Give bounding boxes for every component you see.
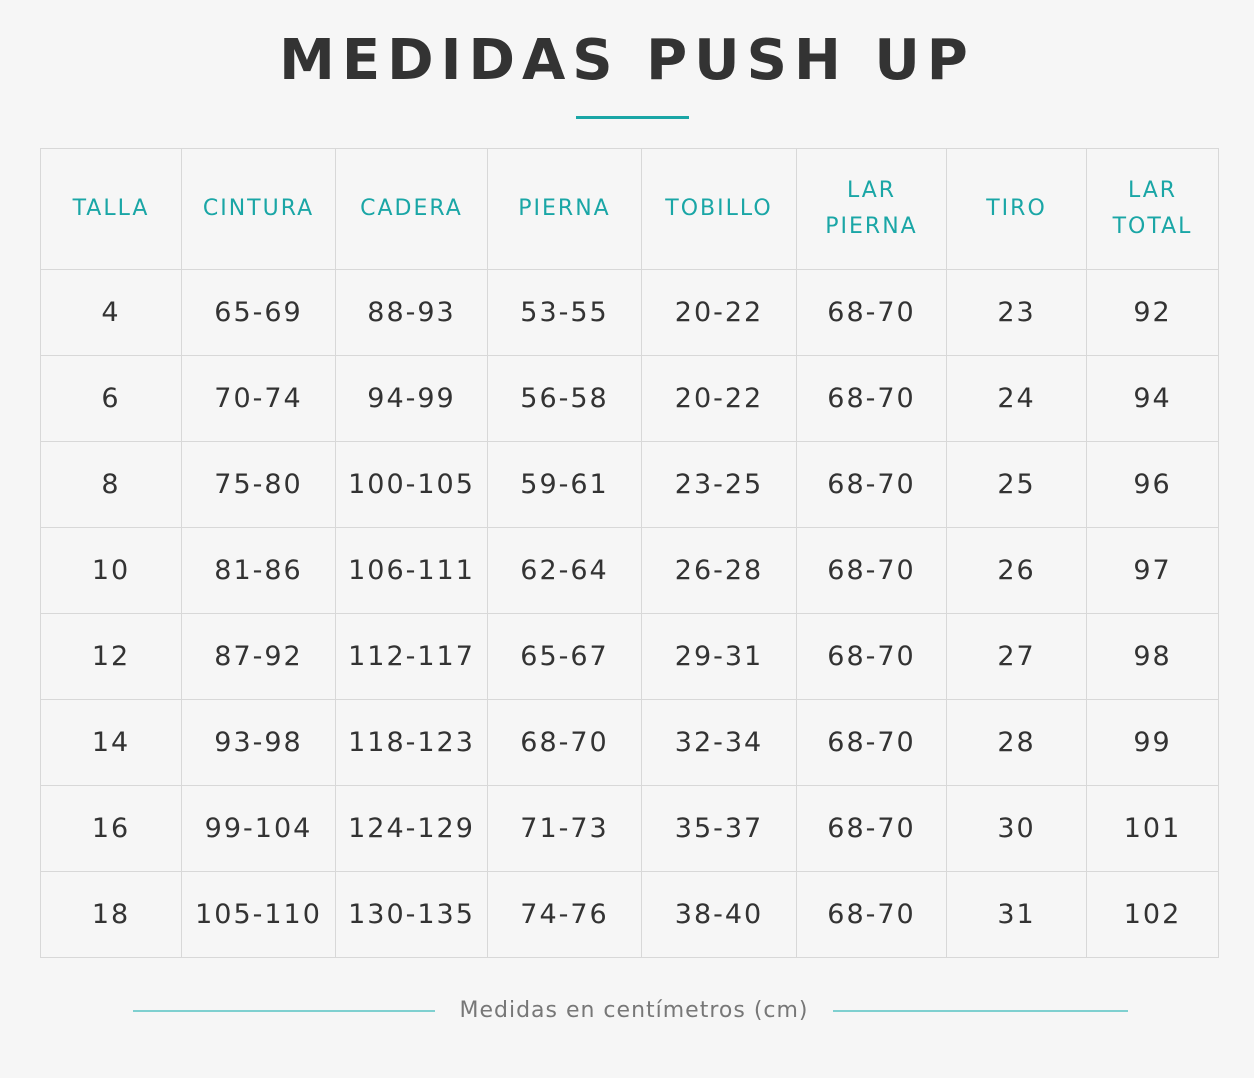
column-header: LAR PIERNA xyxy=(796,148,947,270)
table-cell: 68-70 xyxy=(796,441,947,528)
table-cell: 26 xyxy=(946,527,1087,614)
table-cell: 68-70 xyxy=(796,699,947,786)
table-cell: 99 xyxy=(1086,699,1219,786)
column-header: PIERNA xyxy=(487,148,642,270)
column-header-label: TOBILLO xyxy=(665,196,773,221)
table-cell: 12 xyxy=(40,613,182,700)
table-row: 14 93-98 118-123 68-70 32-34 68-70 28 99 xyxy=(40,699,1219,786)
table-cell: 112-117 xyxy=(335,613,488,700)
table-cell: 68-70 xyxy=(796,355,947,442)
table-cell: 92 xyxy=(1086,269,1219,356)
table-cell: 8 xyxy=(40,441,182,528)
table-cell: 68-70 xyxy=(796,527,947,614)
column-header-label: CINTURA xyxy=(202,196,315,221)
column-header-label: TIRO xyxy=(986,196,1047,221)
table-cell: 18 xyxy=(40,871,182,958)
table-cell: 81-86 xyxy=(181,527,336,614)
table-row: 8 75-80 100-105 59-61 23-25 68-70 25 96 xyxy=(40,441,1219,528)
table-cell: 20-22 xyxy=(641,269,797,356)
units-note: Medidas en centímetros (cm) xyxy=(459,998,809,1023)
table-cell: 29-31 xyxy=(641,613,797,700)
column-header: TALLA xyxy=(40,148,182,270)
table-cell: 28 xyxy=(946,699,1087,786)
table-cell: 118-123 xyxy=(335,699,488,786)
header-row: TALLA CINTURA CADERA PIERNA TOBILLO LAR … xyxy=(40,148,1219,270)
table-row: 6 70-74 94-99 56-58 20-22 68-70 24 94 xyxy=(40,355,1219,442)
table-cell: 100-105 xyxy=(335,441,488,528)
column-header-label: PIERNA xyxy=(518,196,611,221)
table-cell: 24 xyxy=(946,355,1087,442)
table-cell: 98 xyxy=(1086,613,1219,700)
column-header-label: CADERA xyxy=(360,196,463,221)
table-cell: 75-80 xyxy=(181,441,336,528)
page-title: MEDIDAS PUSH UP xyxy=(279,28,975,93)
table-cell: 56-58 xyxy=(487,355,642,442)
table-body: 4 65-69 88-93 53-55 20-22 68-70 23 92 6 … xyxy=(40,269,1219,958)
table-cell: 88-93 xyxy=(335,269,488,356)
table-cell: 65-69 xyxy=(181,269,336,356)
footer-divider-right xyxy=(833,1010,1128,1012)
table-cell: 87-92 xyxy=(181,613,336,700)
table-cell: 26-28 xyxy=(641,527,797,614)
table-cell: 53-55 xyxy=(487,269,642,356)
table-cell: 68-70 xyxy=(796,871,947,958)
table-cell: 74-76 xyxy=(487,871,642,958)
table-cell: 16 xyxy=(40,785,182,872)
column-header: LAR TOTAL xyxy=(1086,148,1219,270)
table-cell: 62-64 xyxy=(487,527,642,614)
table-cell: 65-67 xyxy=(487,613,642,700)
table-cell: 93-98 xyxy=(181,699,336,786)
table-cell: 23-25 xyxy=(641,441,797,528)
table-cell: 10 xyxy=(40,527,182,614)
table-cell: 105-110 xyxy=(181,871,336,958)
table-cell: 101 xyxy=(1086,785,1219,872)
size-table: TALLA CINTURA CADERA PIERNA TOBILLO LAR … xyxy=(40,148,1219,958)
table-cell: 6 xyxy=(40,355,182,442)
column-header: TIRO xyxy=(946,148,1087,270)
table-cell: 25 xyxy=(946,441,1087,528)
column-header-label: LAR PIERNA xyxy=(825,178,918,239)
column-header: CINTURA xyxy=(181,148,336,270)
table-cell: 20-22 xyxy=(641,355,797,442)
table-cell: 14 xyxy=(40,699,182,786)
column-header-label: TALLA xyxy=(72,196,150,221)
table-cell: 94-99 xyxy=(335,355,488,442)
table-cell: 102 xyxy=(1086,871,1219,958)
title-underline xyxy=(576,116,689,119)
table-cell: 38-40 xyxy=(641,871,797,958)
table-cell: 68-70 xyxy=(796,613,947,700)
table-cell: 68-70 xyxy=(796,269,947,356)
table-cell: 31 xyxy=(946,871,1087,958)
table-cell: 124-129 xyxy=(335,785,488,872)
table-cell: 96 xyxy=(1086,441,1219,528)
table-cell: 106-111 xyxy=(335,527,488,614)
table-row: 12 87-92 112-117 65-67 29-31 68-70 27 98 xyxy=(40,613,1219,700)
table-cell: 70-74 xyxy=(181,355,336,442)
table-cell: 97 xyxy=(1086,527,1219,614)
column-header: TOBILLO xyxy=(641,148,797,270)
column-header-label: LAR TOTAL xyxy=(1112,178,1193,239)
table-cell: 94 xyxy=(1086,355,1219,442)
table-cell: 32-34 xyxy=(641,699,797,786)
footer-divider-left xyxy=(133,1010,435,1012)
column-header: CADERA xyxy=(335,148,488,270)
table-cell: 59-61 xyxy=(487,441,642,528)
table-cell: 4 xyxy=(40,269,182,356)
table-cell: 35-37 xyxy=(641,785,797,872)
table-cell: 130-135 xyxy=(335,871,488,958)
table-row: 18 105-110 130-135 74-76 38-40 68-70 31 … xyxy=(40,871,1219,958)
table-cell: 23 xyxy=(946,269,1087,356)
table-row: 10 81-86 106-111 62-64 26-28 68-70 26 97 xyxy=(40,527,1219,614)
table-row: 16 99-104 124-129 71-73 35-37 68-70 30 1… xyxy=(40,785,1219,872)
table-cell: 71-73 xyxy=(487,785,642,872)
table-cell: 30 xyxy=(946,785,1087,872)
table-row: 4 65-69 88-93 53-55 20-22 68-70 23 92 xyxy=(40,269,1219,356)
table-cell: 68-70 xyxy=(487,699,642,786)
table-cell: 99-104 xyxy=(181,785,336,872)
table-cell: 27 xyxy=(946,613,1087,700)
table-cell: 68-70 xyxy=(796,785,947,872)
footer: Medidas en centímetros (cm) xyxy=(0,990,1254,1032)
